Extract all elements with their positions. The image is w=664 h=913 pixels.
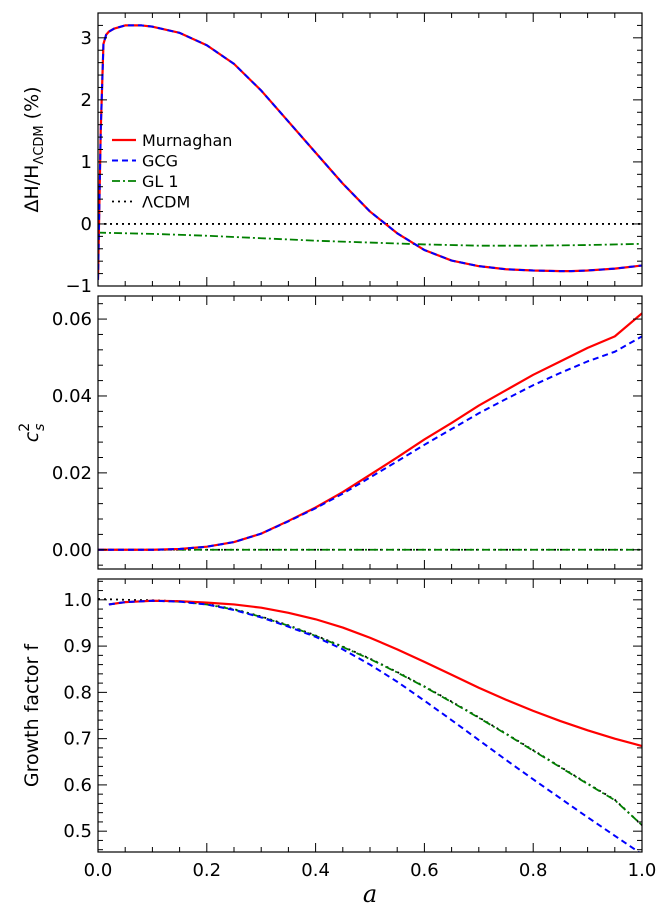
x-tick-label: 0.8 <box>519 860 548 881</box>
y-tick-label: 0.8 <box>63 682 92 703</box>
x-tick-label: 0.4 <box>301 860 330 881</box>
y-axis-label-main: Growth factor f <box>21 643 43 788</box>
series-gcg-line <box>98 24 642 280</box>
plot-frame <box>97 295 643 570</box>
panel-growth-factor: 0.5 0.6 0.7 0.8 0.9 1.0 0.0 0.2 0.4 0.6 0.8 1.0 a Gro… <box>21 578 657 908</box>
legend-lcdm-label: ΛCDM <box>142 193 190 212</box>
panel-sound-speed: 0.00 0.02 0.04 0.06 c2s <box>17 295 643 570</box>
y-axis-label-suffix: (%) <box>21 86 43 125</box>
y-axis-label-sub: s <box>32 424 48 431</box>
y-tick-label: 0.7 <box>63 729 92 750</box>
y-axis-label-sup: 2 <box>17 423 33 432</box>
series-gl1-line <box>108 599 642 826</box>
series-lines <box>98 598 642 852</box>
y-tick-label: 1 <box>81 152 92 173</box>
y-tick-label: 0.5 <box>63 821 92 842</box>
y-axis-label-main: c <box>21 431 43 442</box>
y-tick-label: 1.0 <box>63 590 92 611</box>
y-tick-label: 0.6 <box>63 775 92 796</box>
series-lines <box>98 312 642 551</box>
series-murnaghan-line <box>98 24 642 280</box>
x-tick-label: 0.0 <box>84 860 113 881</box>
plot-frame <box>97 578 643 853</box>
x-axis-label: a <box>363 880 377 908</box>
series-gcg-line <box>98 335 642 551</box>
y-tick-label: 0.06 <box>52 309 92 330</box>
series-lines <box>98 24 642 280</box>
series-murnaghan-line <box>108 599 642 748</box>
y-tick-label: 0.9 <box>63 636 92 657</box>
y-axis-label: ΔH/HΛCDM (%) <box>21 86 47 212</box>
series-lcdm-line <box>98 598 642 826</box>
x-tick-label: 0.6 <box>410 860 439 881</box>
y-tick-label: 3 <box>81 28 92 49</box>
y-axis-label: Growth factor f <box>21 643 43 788</box>
series-gcg-line <box>108 599 641 852</box>
y-tick-label: 0 <box>81 214 92 235</box>
x-tick-label: 1.0 <box>628 860 657 881</box>
y-axis-label-sub: ΛCDM <box>32 125 47 164</box>
y-axis-label: c2s <box>17 423 48 442</box>
y-tick-label: −1 <box>65 276 92 297</box>
legend-murnaghan-label: Murnaghan <box>142 131 232 150</box>
legend-gl1-label: GL 1 <box>142 172 179 191</box>
y-tick-label: 0.00 <box>52 540 92 561</box>
series-murnaghan-line <box>98 312 642 551</box>
legend-gcg-label: GCG <box>142 152 178 171</box>
series-gl1-line <box>98 231 642 247</box>
y-tick-label: 0.02 <box>52 463 92 484</box>
y-tick-label: 2 <box>81 90 92 111</box>
x-tick-label: 0.2 <box>192 860 221 881</box>
y-axis-label-main: ΔH/H <box>21 165 43 213</box>
y-tick-label: 0.04 <box>52 386 92 407</box>
